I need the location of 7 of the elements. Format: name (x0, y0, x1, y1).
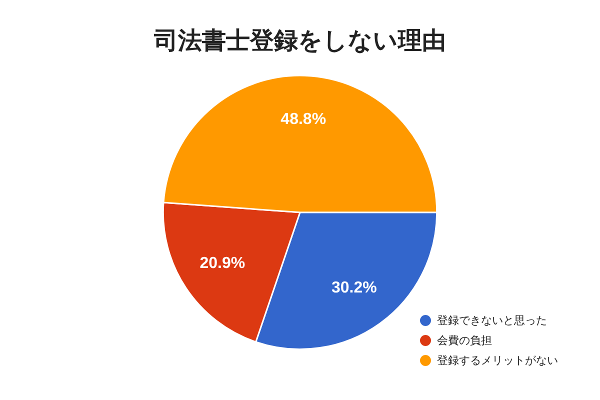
legend-label: 登録できないと思った (437, 312, 547, 328)
legend-label: 登録するメリットがない (437, 352, 558, 368)
data-label: 20.9% (200, 255, 246, 272)
data-label: 48.8% (280, 110, 326, 128)
chart-title: 司法書士登録をしない理由 (153, 26, 446, 55)
data-label: 30.2% (331, 279, 377, 296)
legend-label: 会費の負担 (437, 332, 492, 348)
